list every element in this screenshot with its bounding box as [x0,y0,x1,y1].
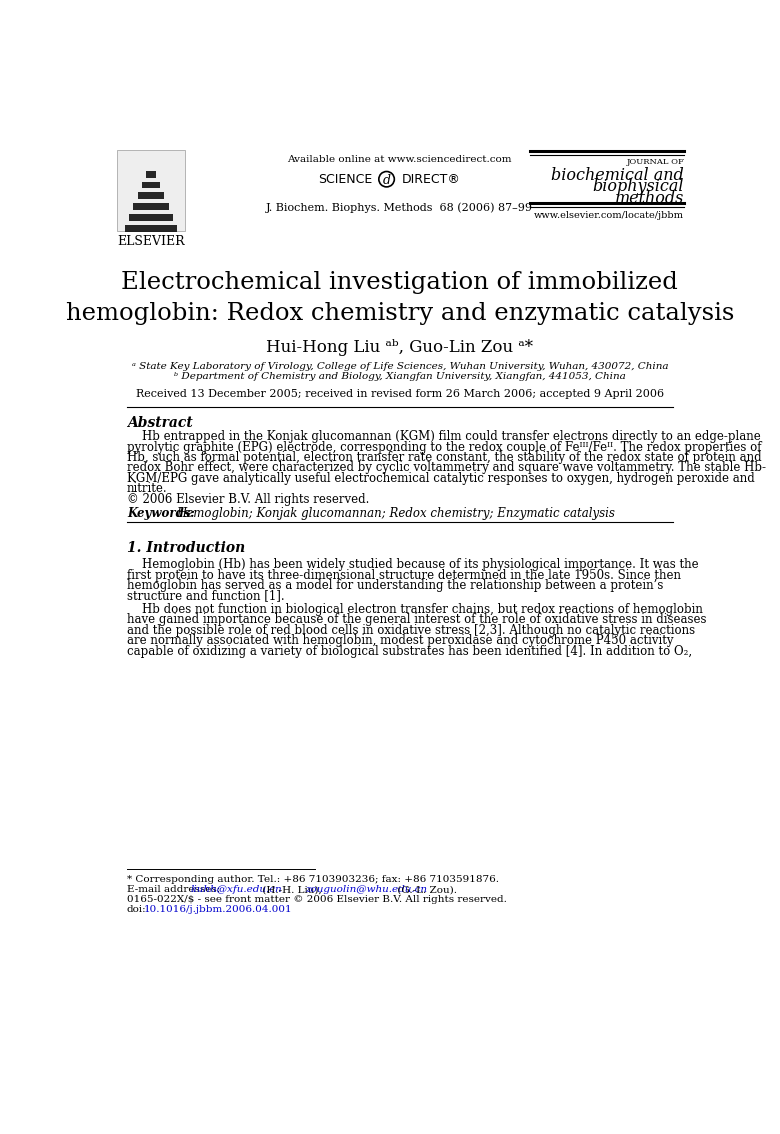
Text: pyrolytic graphite (EPG) electrode, corresponding to the redox couple of Feᴵᴵᴵ/F: pyrolytic graphite (EPG) electrode, corr… [127,441,761,454]
Text: redox Bohr effect, were characterized by cyclic voltammetry and square wave volt: redox Bohr effect, were characterized by… [127,462,766,474]
Text: Received 13 December 2005; received in revised form 26 March 2006; accepted 9 Ap: Received 13 December 2005; received in r… [136,389,664,399]
Text: Hb entrapped in the Konjak glucomannan (KGM) film could transfer electrons direc: Hb entrapped in the Konjak glucomannan (… [127,430,760,443]
Text: Keywords:: Keywords: [127,507,195,519]
Text: 0165-022X/$ - see front matter © 2006 Elsevier B.V. All rights reserved.: 0165-022X/$ - see front matter © 2006 El… [127,896,507,904]
Text: are normally associated with hemoglobin, modest peroxidase and cytochrome P450 a: are normally associated with hemoglobin,… [127,634,673,648]
Text: methods: methods [615,191,684,208]
Text: KGM/EPG gave analytically useful electrochemical catalytic responses to oxygen, : KGM/EPG gave analytically useful electro… [127,472,755,485]
Bar [125,225,177,231]
Text: www.elsevier.com/locate/jbbm: www.elsevier.com/locate/jbbm [534,211,684,220]
Text: biochemical and: biochemical and [551,167,684,184]
Text: Abstract: Abstract [127,416,193,431]
Text: J. Biochem. Biophys. Methods  68 (2006) 87–99: J. Biochem. Biophys. Methods 68 (2006) 8… [266,202,534,213]
Text: capable of oxidizing a variety of biological substrates has been identified [4].: capable of oxidizing a variety of biolog… [127,644,692,658]
Text: © 2006 Elsevier B.V. All rights reserved.: © 2006 Elsevier B.V. All rights reserved… [127,492,369,506]
Text: doi:: doi: [127,905,147,914]
Text: and the possible role of red blood cells in oxidative stress [2,3]. Although no : and the possible role of red blood cells… [127,624,695,637]
Text: 10.1016/j.jbbm.2006.04.001: 10.1016/j.jbbm.2006.04.001 [144,905,292,914]
Text: (G.-L. Zou).: (G.-L. Zou). [395,886,457,895]
Bar [138,193,164,200]
Text: biophysical: biophysical [593,178,684,195]
Text: first protein to have its three-dimensional structure determined in the late 195: first protein to have its three-dimensio… [127,569,681,582]
Bar [117,150,185,231]
Text: SCIENCE: SCIENCE [318,174,373,186]
Bar [133,203,168,210]
Text: have gained importance because of the general interest of the role of oxidative : have gained importance because of the ge… [127,613,707,626]
Text: ELSEVIER: ELSEVIER [117,235,185,247]
Bar [143,181,159,188]
Text: Hemoglobin; Konjak glucomannan; Redox chemistry; Enzymatic catalysis: Hemoglobin; Konjak glucomannan; Redox ch… [176,507,615,519]
Text: zouguolin@whu.edu.cn: zouguolin@whu.edu.cn [305,886,427,895]
Text: Hemoglobin (Hb) has been widely studied because of its physiological importance.: Hemoglobin (Hb) has been widely studied … [127,558,699,572]
Text: structure and function [1].: structure and function [1]. [127,590,285,602]
Bar [129,214,173,221]
Text: 1. Introduction: 1. Introduction [127,542,245,556]
Text: Electrochemical investigation of immobilized
hemoglobin: Redox chemistry and enz: Electrochemical investigation of immobil… [66,271,734,325]
Text: (H.-H. Liu),: (H.-H. Liu), [259,886,324,895]
Text: ᵃ State Key Laboratory of Virology, College of Life Sciences, Wuhan University, : ᵃ State Key Laboratory of Virology, Coll… [132,362,668,371]
Text: * Corresponding author. Tel.: +86 7103903236; fax: +86 7103591876.: * Corresponding author. Tel.: +86 710390… [127,875,499,885]
Text: DIRECT®: DIRECT® [402,174,461,186]
Bar [147,171,156,178]
Text: E-mail addresses:: E-mail addresses: [127,886,223,895]
Text: Hui-Hong Liu ᵃᵇ, Guo-Lin Zou ᵃ*: Hui-Hong Liu ᵃᵇ, Guo-Lin Zou ᵃ* [266,339,534,356]
Text: nitrite.: nitrite. [127,482,168,496]
Text: Available online at www.sciencedirect.com: Available online at www.sciencedirect.co… [288,155,512,164]
Text: ᵇ Department of Chemistry and Biology, Xiangfan University, Xiangfan, 441053, Ch: ᵇ Department of Chemistry and Biology, X… [174,372,626,381]
Text: JOURNAL OF: JOURNAL OF [626,158,684,166]
Text: d: d [382,175,391,187]
Text: liuhh@xfu.edu.cn: liuhh@xfu.edu.cn [190,886,282,895]
Text: Hb, such as formal potential, electron transfer rate constant, the stability of : Hb, such as formal potential, electron t… [127,451,761,464]
Text: Hb does not function in biological electron transfer chains, but redox reactions: Hb does not function in biological elect… [127,603,703,616]
Text: hemoglobin has served as a model for understanding the relationship between a pr: hemoglobin has served as a model for und… [127,579,663,592]
